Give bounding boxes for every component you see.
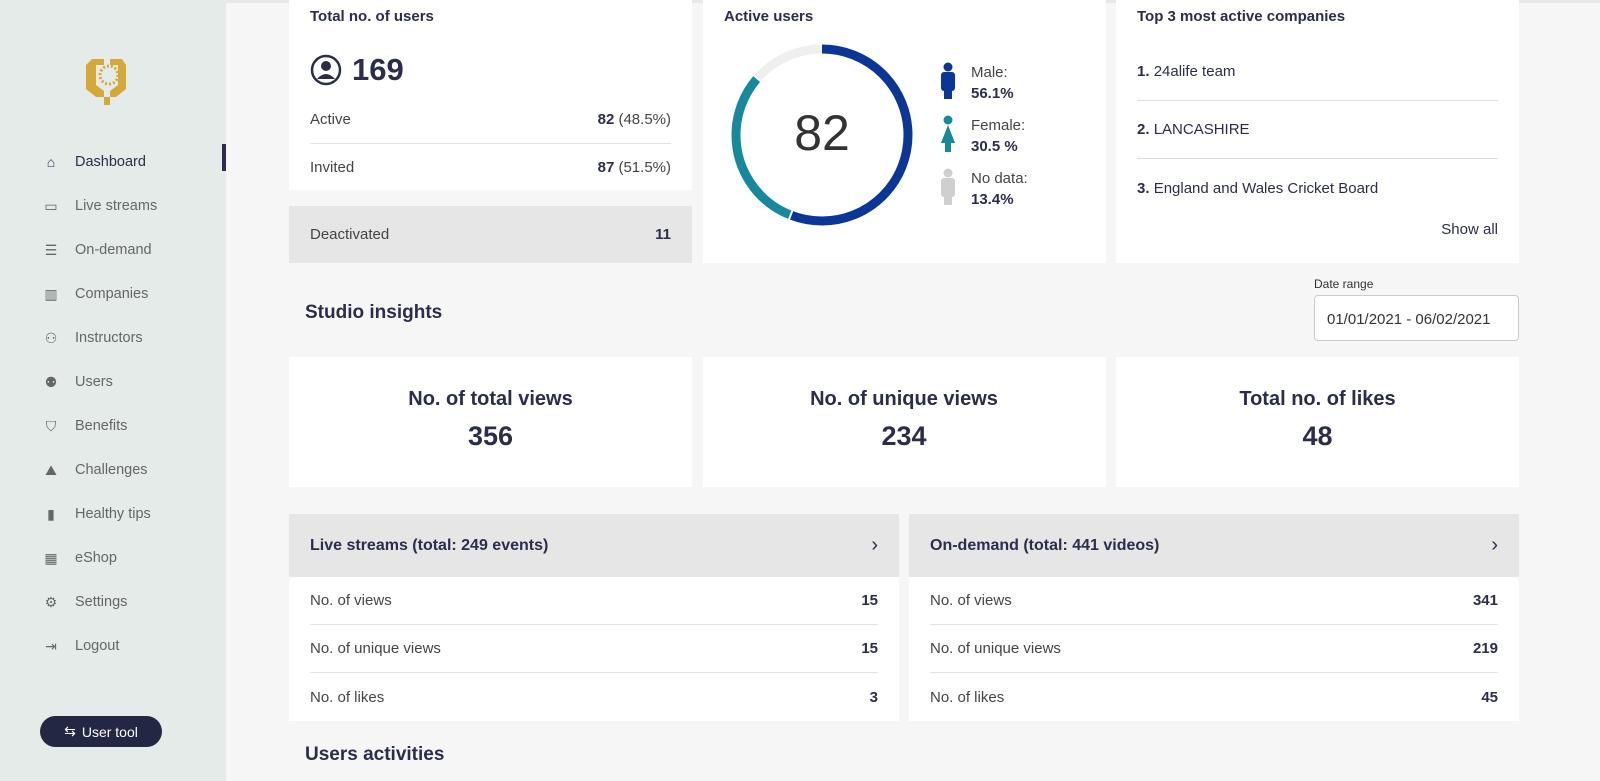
sidebar-item-companies[interactable]: ▥ Companies [40, 272, 157, 316]
active-indicator [222, 144, 226, 171]
sidebar-item-label: Benefits [75, 418, 128, 434]
sidebar-item-label: Live streams [75, 198, 158, 214]
logout-icon: ⇥ [45, 637, 57, 654]
stat-row: No. of unique views 219 [930, 625, 1498, 673]
donut-segment-0 [731, 44, 913, 226]
stat-row: No. of views 15 [310, 577, 878, 625]
legend-item: Female: 30.5 % [939, 115, 1028, 168]
sidebar-item-label: eShop [75, 550, 117, 566]
chevron-right-icon[interactable]: › [1491, 534, 1498, 556]
card-title: Top 3 most active companies [1137, 8, 1346, 25]
section-title: Users activities [305, 744, 445, 765]
sidebar-item-instructors[interactable]: ⚇ Instructors [40, 316, 157, 360]
active-count: 82 [794, 105, 850, 161]
gear-icon: ⚙ [44, 593, 58, 610]
group-icon: ⚉ [44, 373, 58, 390]
sidebar-item-eshop[interactable]: ▦ eShop [40, 536, 157, 580]
total-users-card: Total no. of users 169 Active 82 (48.5%) … [289, 0, 692, 190]
sidebar-item-challenges[interactable]: ⛰ Challenges [40, 448, 157, 492]
donut-segment-1 [731, 44, 913, 226]
stat-row: No. of likes 45 [930, 688, 1498, 706]
sidebar-item-healthy-tips[interactable]: ▮ Healthy tips [40, 492, 157, 536]
active-users-donut [731, 44, 913, 226]
list-icon: ☰ [44, 241, 58, 258]
date-range-input[interactable]: 01/01/2021 - 06/02/2021 [1314, 295, 1519, 341]
sidebar-item-settings[interactable]: ⚙ Settings [40, 580, 157, 624]
sidebar-item-label: Instructors [75, 330, 143, 346]
video-icon: ▭ [44, 197, 58, 214]
no-data-figure-icon [941, 168, 955, 205]
sidebar-item-label: Healthy tips [75, 506, 151, 522]
stat-row: No. of unique views 15 [310, 625, 878, 673]
male-figure-icon [941, 62, 955, 99]
user-tool-button[interactable]: ⇆ User tool [40, 716, 162, 747]
section-title: Studio insights [305, 302, 443, 323]
mountain-flag-icon: ⛰ [45, 461, 57, 478]
company-item[interactable]: 1. 24alife team [1137, 43, 1498, 101]
sidebar-item-logout[interactable]: ⇥ Logout [40, 624, 157, 668]
shop-icon: ▦ [44, 549, 58, 566]
total-users-value: 169 [352, 52, 404, 87]
female-figure-icon [941, 115, 955, 152]
sidebar-item-dashboard[interactable]: ⌂ Dashboard [40, 140, 157, 184]
sidebar-item-label: Users [75, 374, 113, 390]
users-icon: ⚇ [44, 329, 58, 346]
sidebar-item-label: Settings [75, 594, 128, 610]
stat-card: No. of unique views 234 [702, 357, 1106, 487]
sidebar-item-label: Dashboard [75, 154, 146, 170]
ondemand-panel-header[interactable]: On-demand (total: 441 videos) › [909, 514, 1519, 577]
company-item[interactable]: 3. England and Wales Cricket Board [1137, 179, 1379, 197]
show-all-link[interactable]: Show all [1441, 221, 1498, 238]
sidebar-item-benefits[interactable]: ⛉ Benefits [40, 404, 157, 448]
card-title: Total no. of users [310, 8, 434, 25]
invited-row: Invited 87 (51.5%) [310, 158, 671, 176]
bookmark-icon: ⛉ [45, 417, 57, 434]
books-icon: ▮ [47, 505, 55, 522]
swap-icon: ⇆ [64, 723, 76, 739]
live-panel: Live streams (total: 249 events) › No. of … [289, 514, 899, 721]
building-icon: ▥ [44, 285, 58, 302]
legend-item: Male: 56.1% [939, 62, 1028, 115]
date-range-label: Date range [1314, 277, 1374, 291]
stat-card: No. of total views 356 [289, 357, 692, 487]
sidebar: ⌂ Dashboard ▭ Live streams ☰ On-demand ▥ Compan… [0, 0, 226, 781]
sidebar-item-label: Challenges [75, 462, 148, 478]
ondemand-panel: On-demand (total: 441 videos) › No. of vie… [909, 514, 1519, 721]
sidebar-item-users[interactable]: ⚉ Users [40, 360, 157, 404]
stat-row: No. of likes 3 [310, 688, 878, 706]
chevron-right-icon[interactable]: › [871, 534, 878, 556]
user-tool-label: User tool [81, 723, 138, 740]
active-users-card: Active users 82 Male: 56.1% Female: 30.5 %… [703, 0, 1106, 263]
card-title: Active users [724, 8, 814, 25]
home-icon: ⌂ [46, 154, 56, 170]
deactivated-row[interactable]: Deactivated 11 [289, 206, 692, 263]
user-circle-icon [310, 54, 342, 86]
legend-item: No data: 13.4% [939, 168, 1028, 221]
active-row: Active 82 (48.5%) [310, 96, 671, 144]
sidebar-item-live-streams[interactable]: ▭ Live streams [40, 184, 157, 228]
company-item[interactable]: 2. LANCASHIRE [1137, 101, 1498, 159]
stat-row: No. of views 341 [930, 577, 1498, 625]
sidebar-item-label: On-demand [75, 242, 152, 258]
sidebar-item-label: Logout [75, 638, 120, 654]
logo [86, 59, 126, 105]
sidebar-item-label: Companies [75, 286, 149, 302]
stat-card: Total no. of likes 48 [1116, 357, 1519, 487]
sidebar-item-on-demand[interactable]: ☰ On-demand [40, 228, 157, 272]
live-panel-header[interactable]: Live streams (total: 249 events) › [289, 514, 899, 577]
top-companies-card: Top 3 most active companies 1. 24alife t… [1116, 0, 1519, 263]
